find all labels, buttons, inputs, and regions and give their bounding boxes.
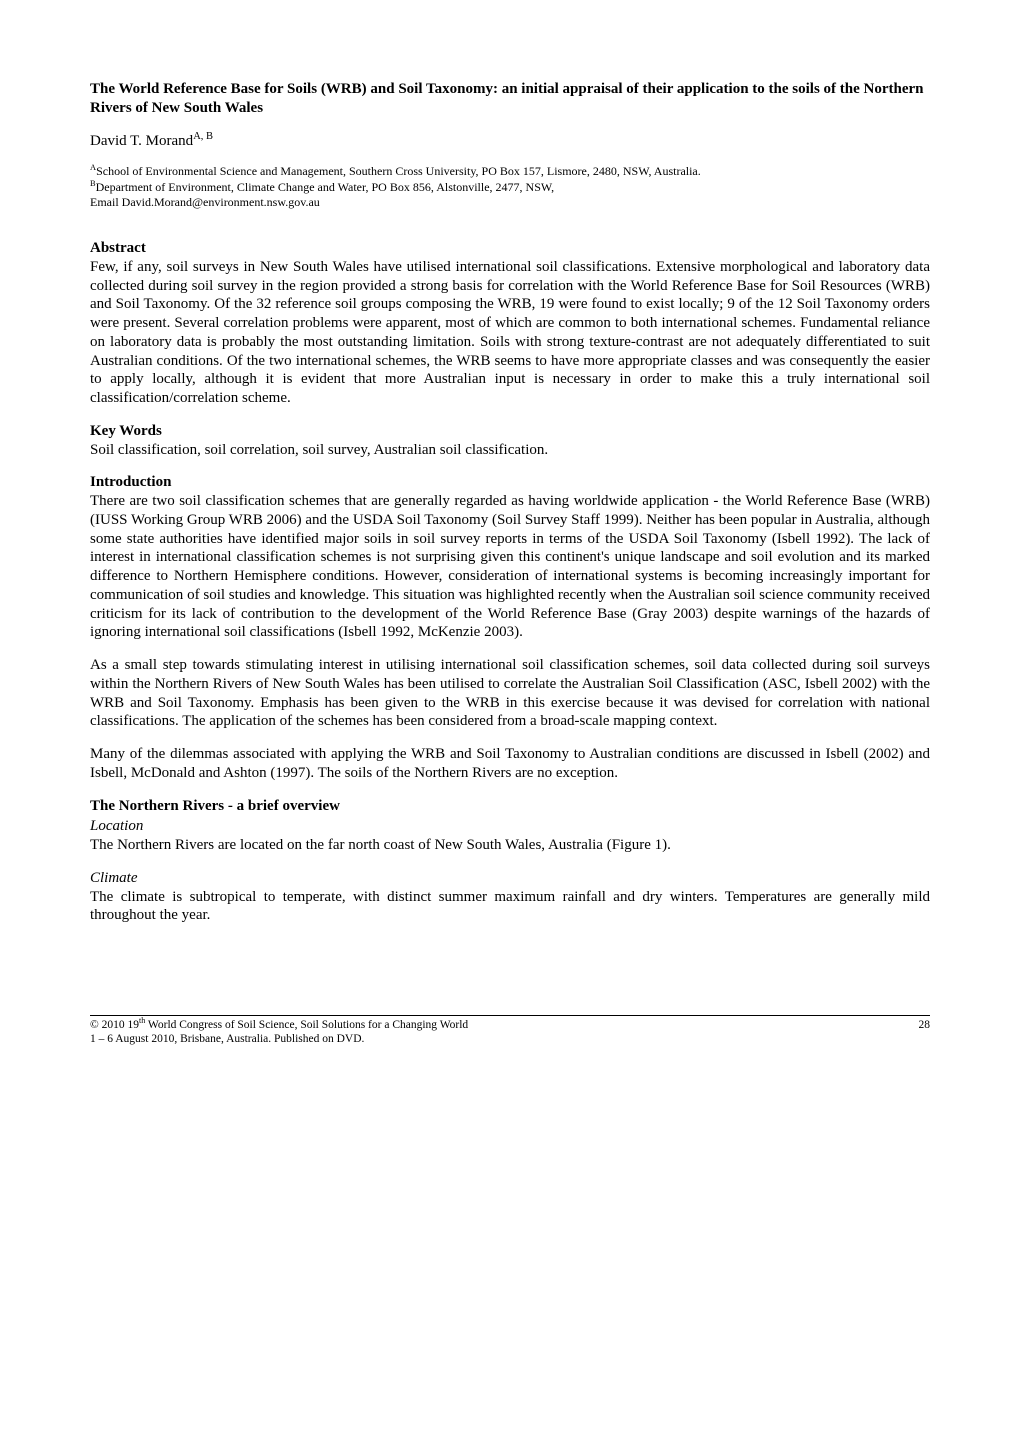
- affiliation-a: ASchool of Environmental Science and Man…: [90, 164, 930, 180]
- introduction-heading: Introduction: [90, 473, 930, 492]
- author-name: David T. Morand: [90, 133, 193, 149]
- affiliations: ASchool of Environmental Science and Man…: [90, 164, 930, 211]
- affil-b-text: Department of Environment, Climate Chang…: [96, 180, 555, 194]
- intro-paragraph-2: As a small step towards stimulating inte…: [90, 656, 930, 731]
- keywords-heading: Key Words: [90, 422, 930, 441]
- footer-copyright-rest: World Congress of Soil Science, Soil Sol…: [145, 1019, 468, 1031]
- keywords-body: Soil classification, soil correlation, s…: [90, 441, 930, 460]
- footer-page-number: 28: [919, 1018, 931, 1047]
- affil-email: Email David.Morand@environment.nsw.gov.a…: [90, 195, 930, 211]
- affiliation-b: BDepartment of Environment, Climate Chan…: [90, 180, 930, 196]
- climate-body: The climate is subtropical to temperate,…: [90, 888, 930, 926]
- intro-paragraph-3: Many of the dilemmas associated with app…: [90, 745, 930, 783]
- footer-copyright-prefix: © 2010 19: [90, 1019, 139, 1031]
- location-body: The Northern Rivers are located on the f…: [90, 836, 930, 855]
- footer-line-1: © 2010 19th World Congress of Soil Scien…: [90, 1018, 468, 1032]
- overview-heading: The Northern Rivers - a brief overview: [90, 797, 930, 816]
- affil-a-text: School of Environmental Science and Mana…: [96, 164, 701, 178]
- abstract-body: Few, if any, soil surveys in New South W…: [90, 258, 930, 408]
- abstract-heading: Abstract: [90, 239, 930, 258]
- climate-heading: Climate: [90, 869, 930, 888]
- paper-title: The World Reference Base for Soils (WRB)…: [90, 80, 930, 118]
- author-sup: A, B: [193, 131, 213, 142]
- intro-paragraph-1: There are two soil classification scheme…: [90, 492, 930, 642]
- page-footer: © 2010 19th World Congress of Soil Scien…: [90, 1015, 930, 1047]
- footer-left: © 2010 19th World Congress of Soil Scien…: [90, 1018, 468, 1047]
- footer-line-2: 1 – 6 August 2010, Brisbane, Australia. …: [90, 1032, 468, 1046]
- author-line: David T. MorandA, B: [90, 132, 930, 151]
- location-heading: Location: [90, 817, 930, 836]
